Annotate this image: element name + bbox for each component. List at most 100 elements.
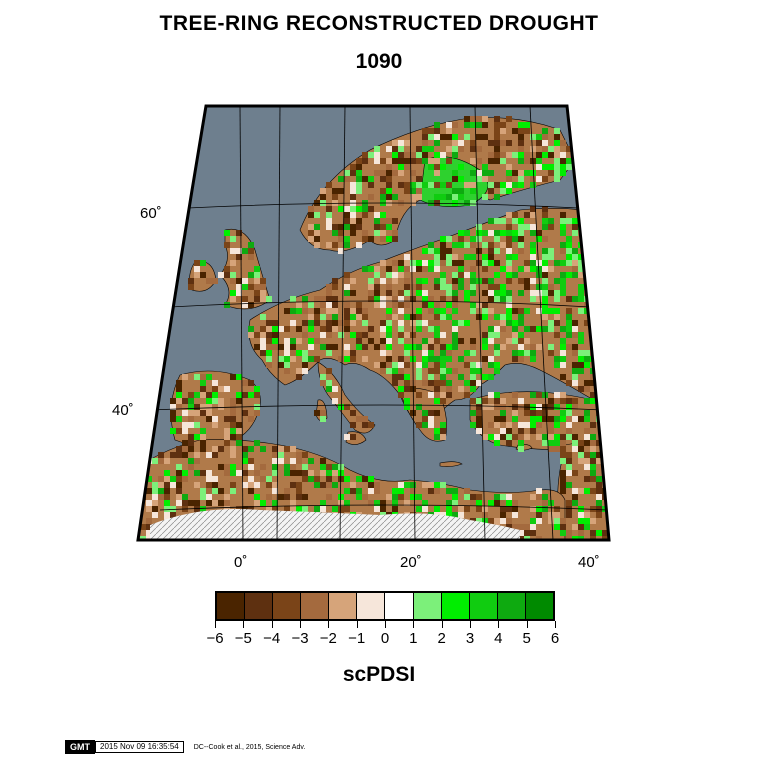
grid-cell <box>482 374 488 380</box>
grid-cell <box>440 182 446 188</box>
grid-cell <box>362 314 368 320</box>
grid-cell <box>464 290 470 296</box>
grid-cell <box>602 392 608 398</box>
grid-cell <box>590 422 596 428</box>
grid-cell <box>308 206 314 212</box>
grid-cell <box>374 272 380 278</box>
grid-cell <box>200 494 206 500</box>
grid-cell <box>254 500 260 506</box>
grid-cell <box>530 506 536 512</box>
grid-cell <box>200 506 206 512</box>
grid-cell <box>242 296 248 302</box>
grid-cell <box>410 494 416 500</box>
grid-cell <box>566 236 572 242</box>
grid-cell <box>398 320 404 326</box>
grid-cell <box>608 500 609 506</box>
grid-cell <box>236 296 242 302</box>
grid-cell <box>434 128 440 134</box>
grid-cell <box>326 494 332 500</box>
grid-cell <box>374 230 380 236</box>
grid-cell <box>482 164 488 170</box>
grid-cell <box>416 194 422 200</box>
grid-cell <box>482 302 488 308</box>
grid-cell <box>458 242 464 248</box>
grid-cell <box>278 362 284 368</box>
grid-cell <box>440 362 446 368</box>
grid-cell <box>614 488 620 494</box>
grid-cell <box>368 176 374 182</box>
grid-cell <box>476 116 482 122</box>
grid-cell <box>488 374 494 380</box>
grid-cell <box>470 236 476 242</box>
grid-cell <box>590 470 596 476</box>
grid-cell <box>572 230 578 236</box>
grid-cell <box>566 422 572 428</box>
grid-cell <box>554 134 560 140</box>
grid-cell <box>380 194 386 200</box>
grid-cell <box>530 356 536 362</box>
grid-cell <box>266 482 272 488</box>
grid-cell <box>506 506 512 512</box>
grid-cell <box>596 458 602 464</box>
grid-cell <box>560 362 566 368</box>
grid-cell <box>206 398 212 404</box>
grid-cell <box>488 260 494 266</box>
grid-cell <box>308 470 314 476</box>
grid-cell <box>332 320 338 326</box>
grid-cell <box>212 446 218 452</box>
grid-cell <box>566 254 572 260</box>
grid-cell <box>458 356 464 362</box>
grid-cell <box>374 146 380 152</box>
colorbar-tick <box>441 621 443 628</box>
grid-cell <box>284 488 290 494</box>
grid-cell <box>482 116 488 122</box>
grid-cell <box>374 170 380 176</box>
grid-cell <box>152 500 158 506</box>
grid-cell <box>458 278 464 284</box>
grid-cell <box>560 164 566 170</box>
grid-cell <box>380 188 386 194</box>
grid-cell <box>380 368 386 374</box>
grid-cell <box>512 506 518 512</box>
colorbar-tick <box>385 621 386 628</box>
grid-cell <box>260 284 266 290</box>
colorbar-swatch <box>273 593 302 619</box>
grid-cell <box>254 272 260 278</box>
grid-cell <box>452 200 458 206</box>
grid-cell <box>530 344 536 350</box>
grid-cell <box>362 344 368 350</box>
grid-cell <box>524 530 530 536</box>
grid-cell <box>278 452 284 458</box>
grid-cell <box>242 458 248 464</box>
grid-cell <box>266 344 272 350</box>
grid-cell <box>524 524 530 530</box>
grid-cell <box>560 446 566 452</box>
grid-cell <box>344 506 350 512</box>
grid-cell <box>602 254 608 260</box>
grid-cell <box>344 356 350 362</box>
grid-cell <box>434 266 440 272</box>
grid-cell <box>326 386 332 392</box>
grid-cell <box>236 440 242 446</box>
grid-cell <box>326 296 332 302</box>
grid-cell <box>362 176 368 182</box>
grid-cell <box>350 308 356 314</box>
grid-cell <box>224 434 230 440</box>
grid-cell <box>560 398 566 404</box>
grid-cell <box>488 332 494 338</box>
grid-cell <box>542 296 548 302</box>
grid-cell <box>314 476 320 482</box>
grid-cell <box>248 248 254 254</box>
grid-cell <box>218 446 224 452</box>
grid-cell <box>566 464 572 470</box>
grid-cell <box>542 152 548 158</box>
grid-cell <box>560 344 566 350</box>
grid-cell <box>350 422 356 428</box>
grid-cell <box>566 482 572 488</box>
grid-cell <box>452 308 458 314</box>
grid-cell <box>590 452 596 458</box>
grid-cell <box>470 350 476 356</box>
grid-cell <box>386 308 392 314</box>
grid-cell <box>428 260 434 266</box>
grid-cell <box>374 290 380 296</box>
